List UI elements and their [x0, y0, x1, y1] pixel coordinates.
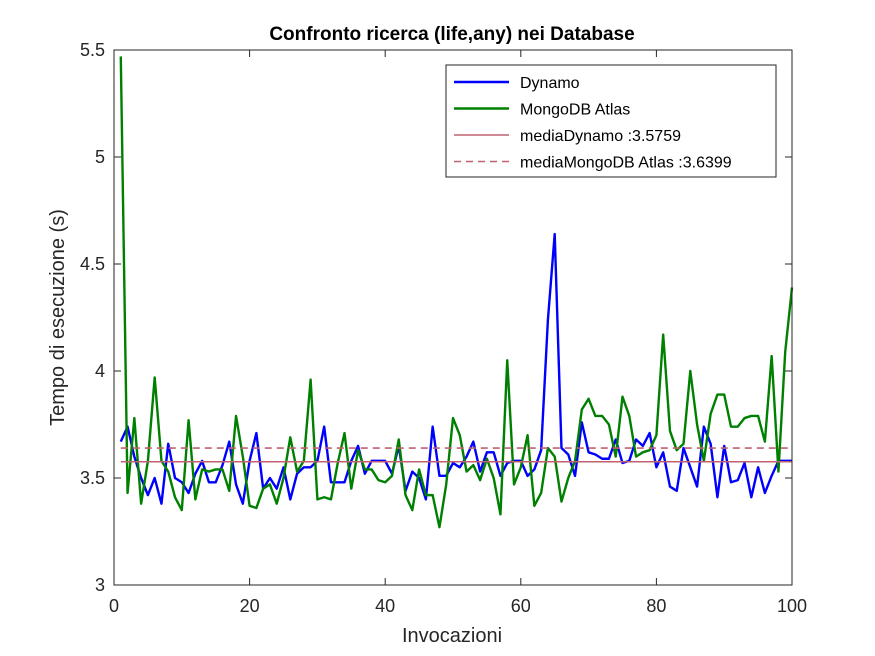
x-tick-label: 0: [109, 596, 119, 616]
chart-title: Confronto ricerca (life,any) nei Databas…: [269, 24, 634, 45]
axes-layer: 0 20 40 60 80 100 3 3.5 4 4.5 5 5.5: [80, 40, 807, 616]
y-tick-label: 4.5: [80, 254, 105, 274]
y-tick-label: 3: [95, 575, 105, 595]
legend-entry-label: MongoDB Atlas: [520, 102, 630, 119]
x-tick-label: 20: [240, 596, 260, 616]
x-axis-label: Invocazioni: [402, 625, 502, 647]
x-tick-label: 100: [777, 596, 807, 616]
x-tick-label: 60: [511, 596, 531, 616]
y-tick-label: 4: [95, 361, 105, 381]
legend-box: [445, 64, 777, 178]
y-axis-label: Tempo di esecuzione (s): [47, 209, 69, 426]
y-tick-label: 5.5: [80, 40, 105, 60]
legend-entry-label: Dynamo: [520, 75, 580, 92]
series-line-1: [119, 56, 794, 529]
x-tick-label: 80: [646, 596, 666, 616]
y-tick-label: 5: [95, 147, 105, 167]
legend-entry-label: mediaDynamo :3.5759: [520, 128, 681, 145]
axes-box: [113, 49, 793, 586]
y-tick-label: 3.5: [80, 468, 105, 488]
x-tick-label: 40: [375, 596, 395, 616]
legend: Dynamo MongoDB Atlas mediaDynamo :3.5759 me…: [445, 64, 777, 178]
series-layer: [119, 56, 794, 529]
legend-entry-label: mediaMongoDB Atlas :3.6399: [520, 155, 732, 172]
